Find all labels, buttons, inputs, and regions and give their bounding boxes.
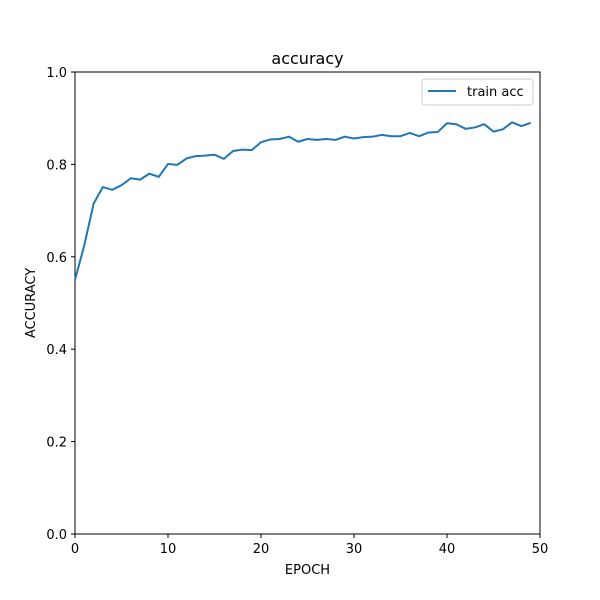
y-tick-label: 0.4 xyxy=(46,343,67,358)
x-tick-label: 0 xyxy=(71,542,79,557)
legend-label-train-acc: train acc xyxy=(467,85,524,100)
y-tick-label: 0.8 xyxy=(46,158,67,173)
axes-frame xyxy=(74,71,541,535)
y-tick-label: 0.0 xyxy=(46,528,67,543)
y-tick-label: 1.0 xyxy=(46,66,67,81)
y-tick-label: 0.2 xyxy=(46,436,67,451)
x-tick-label: 20 xyxy=(253,542,270,557)
legend: train acc xyxy=(421,78,534,106)
x-tick-label: 30 xyxy=(346,542,363,557)
y-axis-ticks: 0.0 0.2 0.4 0.6 0.8 1.0 xyxy=(46,66,75,543)
x-tick-label: 40 xyxy=(439,542,456,557)
x-axis-ticks: 0 10 20 30 40 50 xyxy=(71,534,548,557)
series-line-train-acc xyxy=(74,121,532,281)
plot-area xyxy=(74,71,541,535)
series-layer xyxy=(74,121,532,281)
y-tick-label: 0.6 xyxy=(46,251,67,266)
y-axis-label: ACCURACY xyxy=(24,268,39,338)
legend-box xyxy=(421,78,534,106)
x-tick-label: 50 xyxy=(532,542,549,557)
chart-title: accuracy xyxy=(271,49,343,68)
x-axis-label: EPOCH xyxy=(285,563,330,578)
x-tick-label: 10 xyxy=(160,542,177,557)
